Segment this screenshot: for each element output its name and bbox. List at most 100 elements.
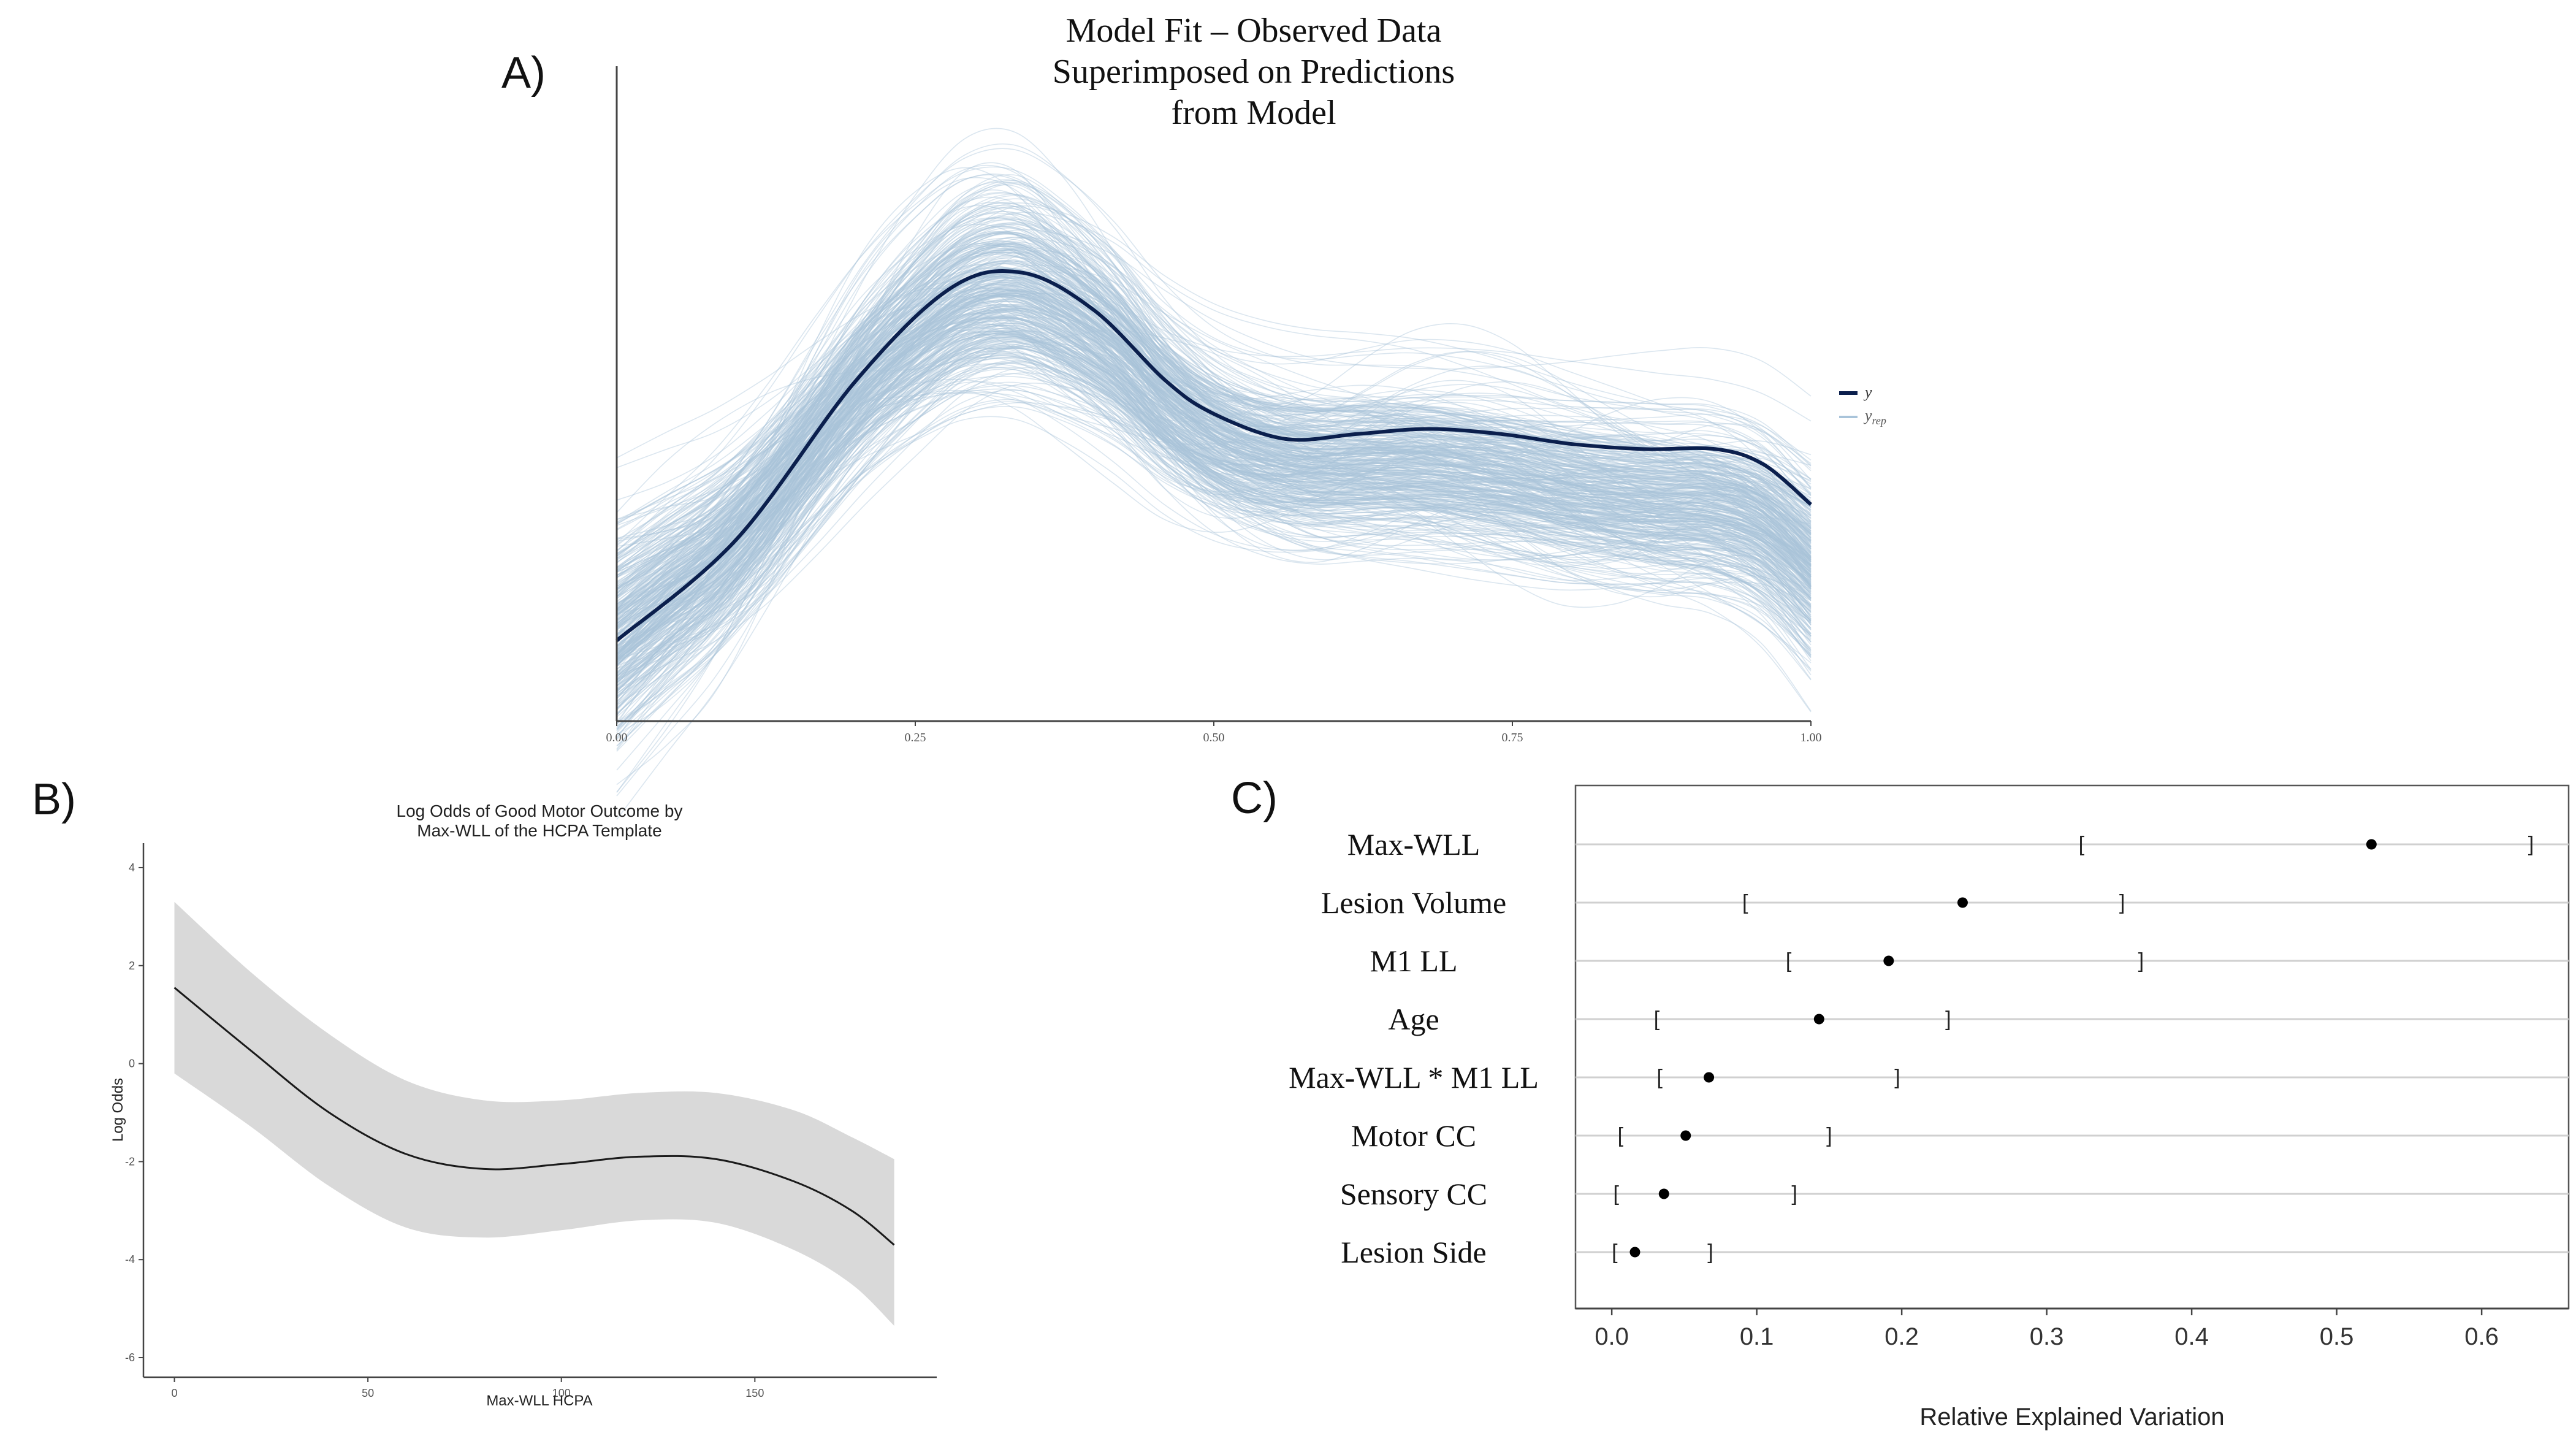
chart-a-replicate-line <box>616 351 1812 661</box>
chart-b-x-tick-label: 100 <box>552 1387 571 1399</box>
chart-b-y-tick-label: -6 <box>125 1351 135 1364</box>
chart-a-replicate-line <box>616 238 1812 659</box>
chart-a-replicate-line <box>616 181 1812 663</box>
chart-a-replicate-line <box>616 355 1812 683</box>
chart-a-replicate-line <box>616 174 1812 657</box>
chart-a-replicate-line <box>616 243 1812 613</box>
chart-a-replicate-line <box>616 362 1812 677</box>
chart-a-replicate-line <box>616 221 1812 568</box>
chart-a-replicate-line <box>616 207 1812 654</box>
chart-a-replicate-line <box>616 260 1812 692</box>
chart-a-replicate-line <box>616 381 1812 670</box>
chart-c-upper-bracket: ] <box>2138 949 2144 973</box>
chart-c-upper-bracket: ] <box>1707 1240 1713 1264</box>
chart-a-replicate-line <box>616 240 1812 678</box>
chart-a-replicate-line <box>616 223 1812 649</box>
chart-a-replicate-line <box>616 267 1812 459</box>
chart-a-replicate-line <box>616 266 1812 664</box>
chart-a-replicate-line <box>616 348 1812 697</box>
legend-replicates-label: yrep <box>1863 407 1886 427</box>
chart-a-replicate-line <box>616 269 1812 725</box>
chart-a-replicate-line <box>616 202 1812 561</box>
chart-a-replicate-line <box>616 367 1812 670</box>
chart-a-replicate-line <box>616 248 1812 635</box>
chart-a-replicate-line <box>616 334 1812 659</box>
chart-a-replicate-line <box>616 312 1812 600</box>
chart-a-replicate-line <box>616 326 1812 646</box>
chart-a-replicate-line <box>616 284 1812 660</box>
chart-a-replicate-line <box>616 372 1812 649</box>
chart-b-estimate-line <box>173 987 895 1246</box>
chart-a-replicate-line <box>616 250 1812 609</box>
chart-a-replicate-line <box>616 272 1812 665</box>
chart-a-replicate-line <box>616 310 1812 624</box>
chart-a-replicate-line <box>616 212 1812 557</box>
chart-a-replicate-line <box>616 347 1812 597</box>
chart-a-replicate-line <box>616 296 1812 709</box>
chart-a-replicate-line <box>616 416 1812 682</box>
chart-a-replicate-line <box>616 194 1812 649</box>
chart-a-title-line-1: Model Fit – Observed Data <box>1066 12 1442 50</box>
chart-a-replicate-line <box>616 307 1812 684</box>
chart-a-replicate-line <box>616 295 1812 662</box>
chart-a-replicate-line <box>616 311 1812 673</box>
chart-a-replicate-line <box>616 301 1812 546</box>
chart-b-x-ticks: 0 50 100 150 <box>171 1377 764 1399</box>
chart-a-replicate-line <box>616 329 1812 663</box>
chart-a-replicate-line <box>616 128 1812 540</box>
chart-a-replicate-line <box>616 388 1812 626</box>
chart-a-replicate-lines <box>616 128 1812 820</box>
chart-a-replicate-line <box>616 361 1812 706</box>
chart-a-replicate-line <box>616 306 1812 690</box>
chart-a-replicate-line <box>616 313 1812 731</box>
chart-c-upper-bracket: ] <box>1791 1182 1797 1206</box>
chart-a-replicate-line <box>616 328 1812 649</box>
chart-a-replicate-line <box>616 322 1812 665</box>
chart-a-replicate-line <box>616 242 1812 676</box>
chart-c-category-label: Lesion Side <box>1341 1235 1486 1269</box>
chart-a-replicate-line <box>616 250 1812 655</box>
chart-a-replicate-line <box>616 406 1812 652</box>
chart-a-replicate-line <box>616 242 1812 656</box>
chart-a-replicate-line <box>616 148 1812 552</box>
chart-b-confidence-band <box>174 901 894 1326</box>
chart-a-replicate-line <box>616 308 1812 605</box>
chart-a-replicate-line <box>616 205 1812 652</box>
chart-a-replicate-line <box>616 262 1812 590</box>
chart-a-replicate-line <box>616 306 1812 610</box>
chart-a-replicate-line <box>616 289 1812 642</box>
chart-a-replicate-line <box>616 184 1812 711</box>
chart-c-lower-bracket: [ <box>1656 1066 1663 1089</box>
chart-a-replicate-line <box>616 289 1812 771</box>
chart-a-replicate-line <box>616 260 1812 596</box>
chart-a-replicate-line <box>616 217 1812 655</box>
chart-a-replicate-line <box>616 331 1812 684</box>
chart-a-replicate-line <box>616 219 1812 646</box>
chart-a-replicate-line <box>616 231 1812 587</box>
chart-a-x-tick-label: 0.50 <box>1203 731 1225 744</box>
chart-b-x-tick-label: 150 <box>745 1387 764 1399</box>
chart-a-replicate-line <box>616 347 1812 643</box>
chart-a-replicate-line <box>616 164 1812 687</box>
chart-c-estimate-point <box>1957 897 1968 908</box>
chart-b-y-tick-label: 4 <box>129 862 135 874</box>
chart-c-x-tick-label: 0.2 <box>1884 1323 1919 1350</box>
chart-a-replicate-line <box>616 304 1812 638</box>
chart-c-lower-bracket: [ <box>1613 1182 1619 1206</box>
chart-a-replicate-line <box>616 275 1812 589</box>
chart-a-replicate-line <box>616 288 1812 624</box>
panel-label-c: C) <box>1231 774 1278 823</box>
chart-a-replicate-line <box>616 260 1812 616</box>
chart-a-replicate-line <box>616 310 1812 711</box>
chart-a-replicate-line <box>616 243 1812 623</box>
chart-a-replicate-line <box>616 337 1812 598</box>
chart-a-replicate-line <box>616 324 1812 675</box>
chart-a-replicate-line <box>616 267 1812 568</box>
chart-a-replicate-line <box>616 329 1812 513</box>
chart-a-replicate-line <box>616 378 1812 681</box>
chart-a-replicate-line <box>616 315 1812 692</box>
chart-b-x-tick-label: 50 <box>362 1387 374 1399</box>
legend-observed-label: y <box>1863 383 1872 401</box>
chart-a-replicate-line <box>616 272 1812 572</box>
chart-a-replicate-line <box>616 288 1812 523</box>
